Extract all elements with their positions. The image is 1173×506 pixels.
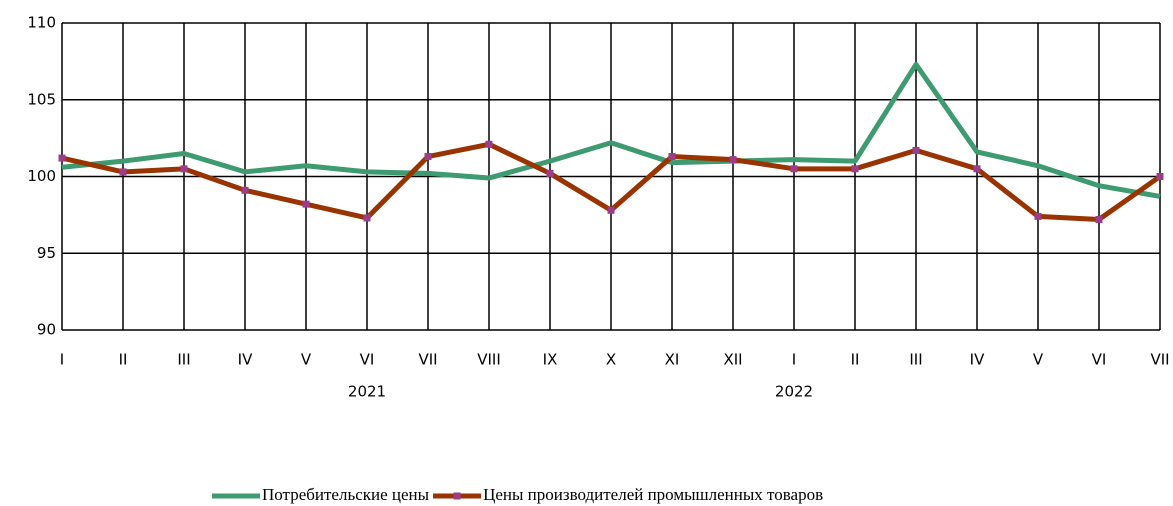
- marker: [241, 186, 249, 194]
- marker: [58, 154, 66, 162]
- series-line: [61, 61, 1161, 199]
- x-tick-label: VI: [1092, 351, 1107, 369]
- marker: [912, 146, 920, 154]
- x-tick-label: VII: [418, 351, 437, 369]
- y-tick-label: 110: [27, 14, 56, 32]
- marker: [607, 206, 615, 214]
- x-tick-label: I: [792, 351, 796, 369]
- marker: [973, 165, 981, 173]
- x-tick-label: X: [606, 351, 616, 369]
- x-tick-label: III: [909, 351, 922, 369]
- x-tick-label: II: [119, 351, 128, 369]
- x-tick-label: VI: [360, 351, 375, 369]
- x-tick-label: XII: [723, 351, 742, 369]
- y-tick-label: 90: [37, 321, 56, 339]
- x-tick-label: III: [177, 351, 190, 369]
- legend-label: Цены производителей промышленных товаров: [483, 485, 823, 504]
- legend-marker: [453, 492, 461, 500]
- marker: [302, 200, 310, 208]
- y-tick-label: 95: [37, 244, 56, 262]
- marker: [363, 214, 371, 222]
- x-tick-label: V: [301, 351, 312, 369]
- marker: [668, 153, 676, 161]
- marker: [180, 165, 188, 173]
- marker: [1156, 173, 1164, 180]
- x-tick-label: IV: [970, 351, 985, 369]
- marker: [1034, 212, 1042, 220]
- marker: [790, 165, 798, 173]
- legend-label: Потребительские цены: [262, 485, 430, 504]
- marker: [1095, 215, 1103, 223]
- marker: [485, 140, 493, 148]
- x-group-label: 2021: [348, 383, 386, 401]
- x-tick-label: VIII: [477, 351, 501, 369]
- y-tick-label: 105: [27, 90, 56, 108]
- x-tick-label: IX: [543, 351, 558, 369]
- x-tick-label: XI: [665, 351, 680, 369]
- marker: [851, 165, 859, 173]
- x-group-label: 2022: [775, 383, 813, 401]
- x-tick-label: I: [60, 351, 64, 369]
- marker: [729, 156, 737, 164]
- marker: [119, 168, 127, 176]
- x-tick-label: II: [851, 351, 860, 369]
- marker: [546, 169, 554, 177]
- y-tick-label: 100: [27, 167, 56, 185]
- x-tick-label: IV: [238, 351, 253, 369]
- x-tick-label: VII: [1150, 351, 1169, 369]
- marker: [424, 153, 432, 161]
- x-tick-label: V: [1033, 351, 1044, 369]
